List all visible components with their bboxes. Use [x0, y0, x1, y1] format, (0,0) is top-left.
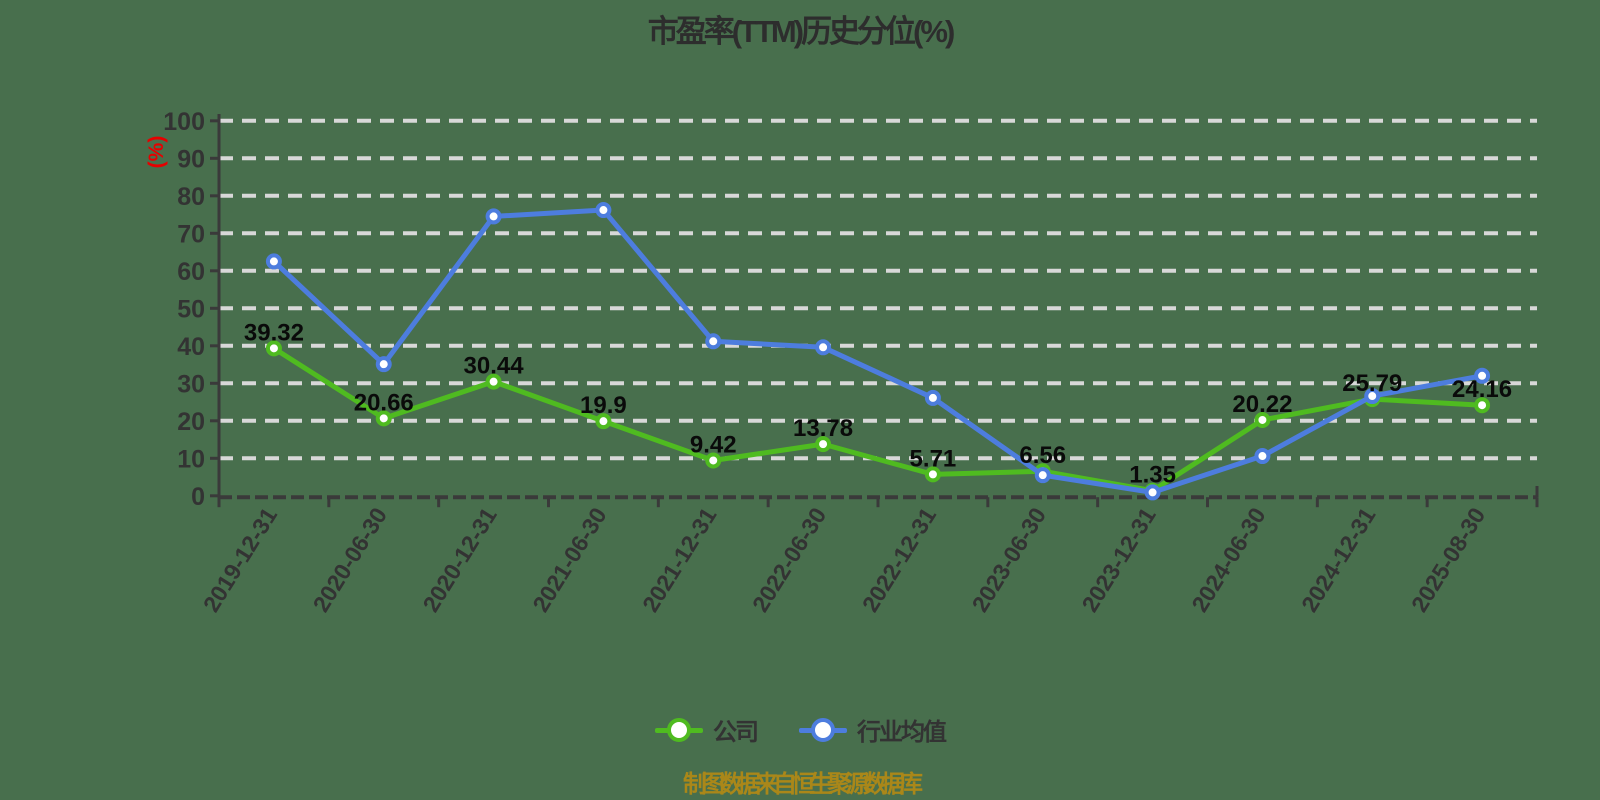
- data-label: 30.44: [464, 353, 525, 380]
- data-point: [924, 389, 941, 406]
- data-point: [1474, 367, 1491, 384]
- x-axis-label: 2021-12-31: [637, 503, 722, 617]
- data-point: [1254, 448, 1271, 465]
- data-label: 5.71: [910, 445, 957, 472]
- data-label: 20.22: [1232, 391, 1292, 418]
- legend-item-company[interactable]: 公司: [655, 712, 759, 747]
- y-axis-label: 100: [163, 108, 205, 136]
- chart-legend: 公司 行业均值: [0, 712, 1600, 747]
- legend-marker-industry-icon: [799, 717, 847, 742]
- data-point: [1034, 467, 1051, 484]
- y-axis-label: 20: [177, 408, 205, 436]
- y-axis-label: 70: [177, 220, 205, 248]
- data-point: [485, 208, 502, 225]
- data-label: 20.66: [354, 389, 414, 416]
- chart-title: 市盈率(TTM)历史分位(%): [647, 14, 956, 49]
- x-axis-label: 2023-06-30: [967, 503, 1051, 617]
- y-axis-labels: 0 10 20 30 40 50 60 70 80 90 100: [163, 108, 205, 511]
- data-point: [705, 452, 722, 469]
- x-axis-label: 2020-06-30: [308, 503, 392, 617]
- data-label: 13.78: [793, 415, 853, 442]
- data-point: [1254, 411, 1271, 428]
- data-point: [1364, 388, 1381, 405]
- x-axis-label: 2024-12-31: [1296, 503, 1381, 617]
- y-axis-unit-label: (%): [145, 136, 168, 169]
- data-label: 25.79: [1342, 370, 1402, 397]
- data-label: 24.16: [1452, 376, 1512, 403]
- data-label: 1.35: [1129, 462, 1176, 489]
- data-point: [375, 356, 392, 373]
- data-point: [1474, 397, 1491, 414]
- x-axis-label: 2025-08-30: [1406, 503, 1490, 617]
- data-source-note: 制图数据来自恒生聚源数据库: [683, 771, 923, 798]
- y-axis-label: 40: [177, 333, 205, 361]
- data-point: [375, 410, 392, 427]
- data-point: [265, 340, 282, 357]
- x-axis-label: 2023-12-31: [1076, 503, 1161, 617]
- x-axis-label: 2020-12-31: [417, 503, 502, 617]
- legend-item-industry-average[interactable]: 行业均值: [799, 712, 947, 747]
- axes: [210, 114, 1539, 508]
- y-axis-label: 60: [177, 258, 205, 286]
- data-point: [485, 373, 502, 390]
- data-point: [595, 202, 612, 219]
- x-axis-label: 2022-12-31: [857, 503, 942, 617]
- data-label: 9.42: [690, 431, 737, 458]
- data-point: [1144, 484, 1161, 501]
- data-point: [815, 436, 832, 453]
- series-line-1: [271, 207, 1485, 495]
- data-point: [705, 333, 722, 350]
- data-point: [924, 466, 941, 483]
- legend-label-industry-average: 行业均值: [857, 719, 947, 746]
- y-axis-label: 10: [177, 445, 205, 473]
- series-markers-1: [265, 202, 1491, 501]
- series-line-0: [271, 345, 1485, 494]
- x-axis-labels: 2019-12-31 2020-06-30 2020-12-31 2021-06-30…: [198, 503, 1491, 617]
- x-axis-label: 2019-12-31: [198, 503, 283, 617]
- y-axis-label: 90: [177, 145, 205, 173]
- data-point: [815, 339, 832, 356]
- x-axis-label: 2022-06-30: [747, 503, 831, 617]
- legend-marker-company-icon: [655, 717, 703, 742]
- gridlines: [219, 118, 1537, 461]
- x-axis-label: 2024-06-30: [1186, 503, 1270, 617]
- legend-label-company: 公司: [713, 719, 759, 746]
- y-axis-label: 30: [177, 370, 205, 398]
- data-label: 39.32: [244, 319, 304, 346]
- y-axis-label: 0: [191, 483, 205, 511]
- x-axis-label: 2021-06-30: [527, 503, 611, 617]
- data-point: [595, 413, 612, 430]
- data-label: 19.9: [580, 392, 627, 419]
- y-axis-label: 50: [177, 295, 205, 323]
- data-point: [265, 253, 282, 270]
- y-axis-label: 80: [177, 183, 205, 211]
- series-data-labels-0: 39.32 20.66 30.44 19.9 9.42 13.78 5.71 6.56 1.35…: [244, 319, 1512, 488]
- data-label: 6.56: [1019, 442, 1066, 469]
